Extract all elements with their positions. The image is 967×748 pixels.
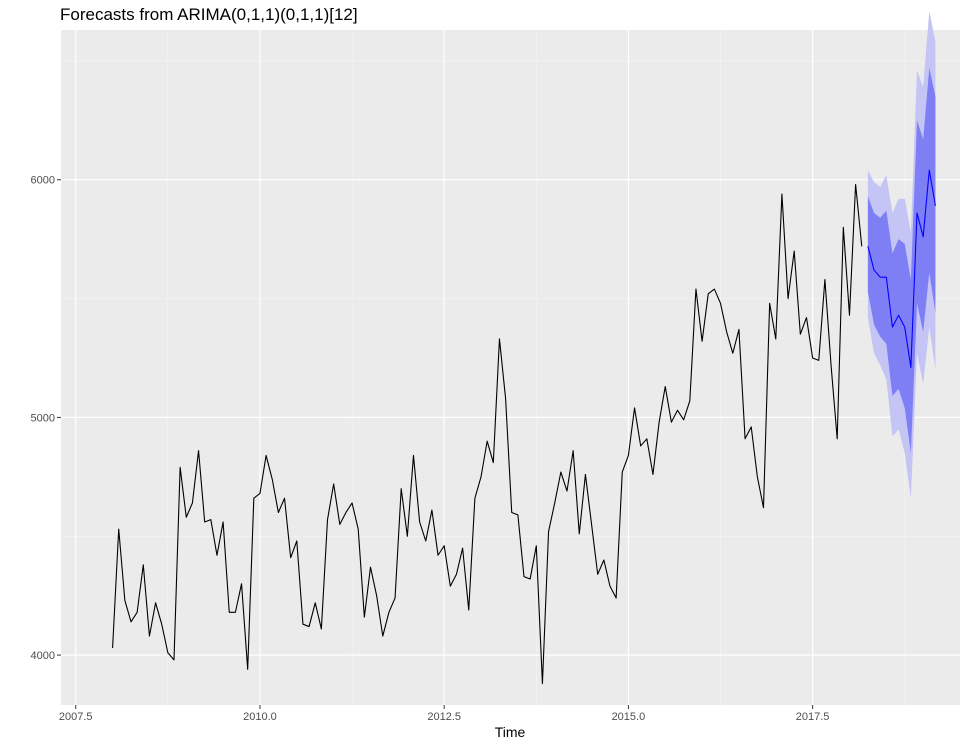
x-axis-title: Time [495, 724, 526, 740]
y-tick-label: 4000 [31, 650, 55, 662]
y-axis-ticks: 4000 5000 6000 [31, 175, 61, 662]
chart-title: Forecasts from ARIMA(0,1,1)(0,1,1)[12] [60, 5, 358, 24]
x-tick-label: 2015.0 [612, 711, 646, 723]
x-axis-ticks: 2007.5 2010.0 2012.5 2015.0 2017.5 [59, 705, 830, 723]
forecast-band-80 [867, 68, 936, 454]
history-line [112, 183, 863, 685]
x-tick-label: 2007.5 [59, 711, 93, 723]
x-tick-label: 2010.0 [243, 711, 277, 723]
y-tick-label: 5000 [31, 412, 55, 424]
grid-major [61, 30, 960, 705]
forecast-mean-line [867, 169, 936, 369]
series-lines [112, 169, 936, 685]
x-tick-label: 2017.5 [796, 711, 830, 723]
x-tick-label: 2012.5 [427, 711, 461, 723]
plot-panel [61, 30, 960, 705]
y-tick-label: 6000 [31, 175, 55, 187]
forecast-bands [867, 10, 936, 499]
